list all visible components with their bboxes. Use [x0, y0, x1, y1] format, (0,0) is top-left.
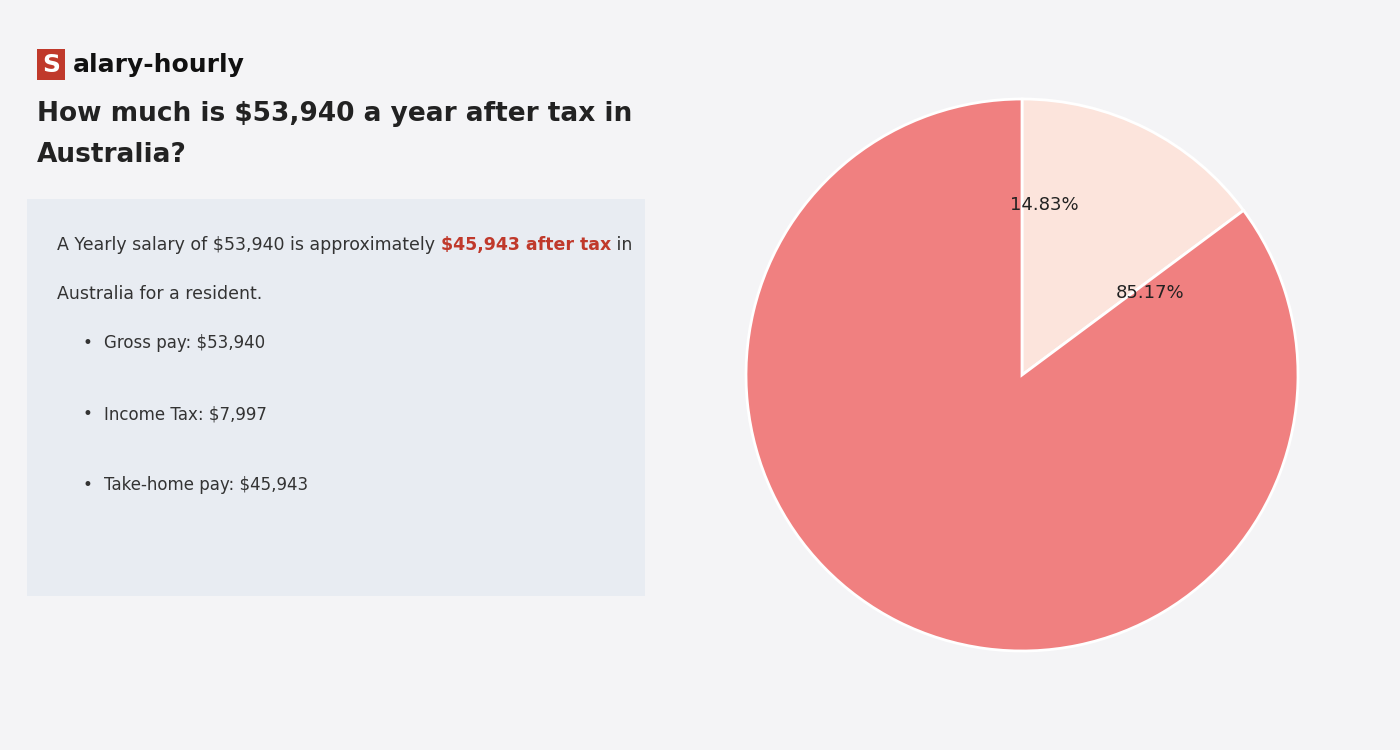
Wedge shape [746, 99, 1298, 651]
Text: •: • [83, 476, 92, 494]
Text: 14.83%: 14.83% [1009, 196, 1078, 214]
Text: •: • [83, 405, 92, 423]
Text: Australia?: Australia? [36, 142, 186, 169]
Text: •: • [83, 334, 92, 352]
Text: alary-hourly: alary-hourly [73, 53, 245, 76]
FancyBboxPatch shape [36, 49, 66, 80]
Legend: Income Tax, Take-home Pay: Income Tax, Take-home Pay [844, 0, 1200, 4]
Text: 85.17%: 85.17% [1116, 284, 1184, 302]
Text: S: S [42, 53, 60, 76]
Wedge shape [1022, 99, 1243, 375]
Text: Income Tax: $7,997: Income Tax: $7,997 [104, 405, 267, 423]
FancyBboxPatch shape [27, 199, 645, 596]
Text: Gross pay: $53,940: Gross pay: $53,940 [104, 334, 265, 352]
Text: in: in [610, 236, 633, 254]
Text: $45,943 after tax: $45,943 after tax [441, 236, 610, 254]
Text: Take-home pay: $45,943: Take-home pay: $45,943 [104, 476, 308, 494]
Text: Australia for a resident.: Australia for a resident. [57, 285, 262, 303]
Text: How much is $53,940 a year after tax in: How much is $53,940 a year after tax in [36, 101, 633, 128]
Text: A Yearly salary of $53,940 is approximately: A Yearly salary of $53,940 is approximat… [57, 236, 441, 254]
